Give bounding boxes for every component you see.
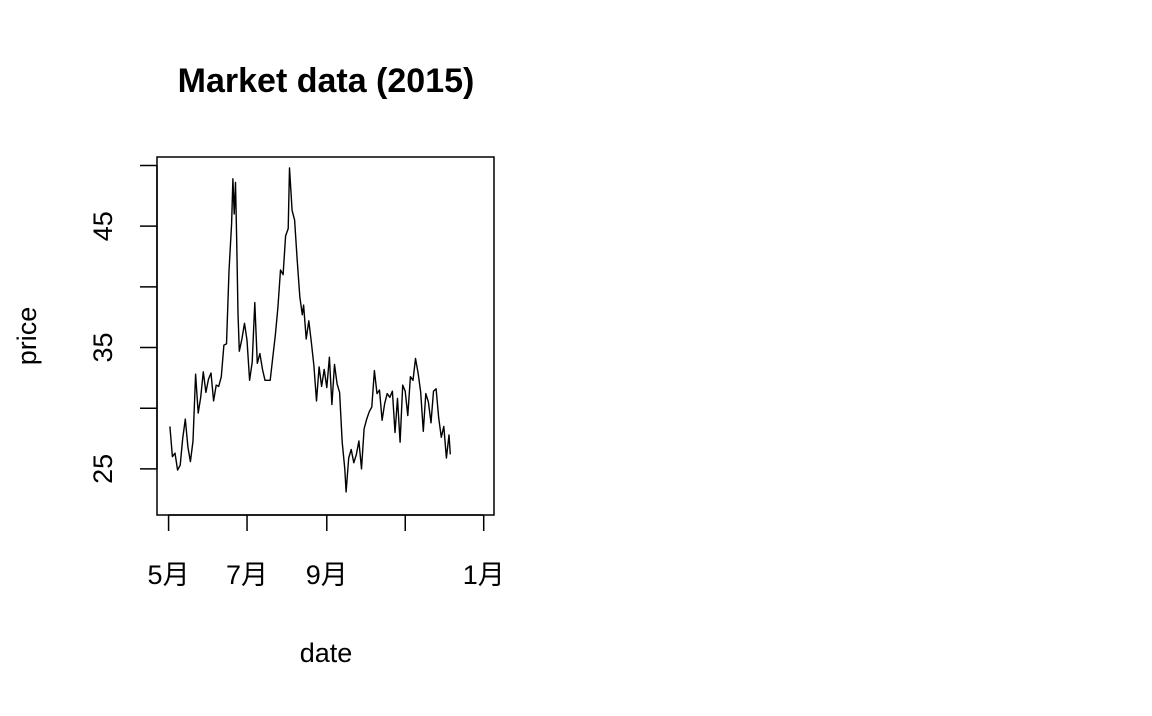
y-axis-label: price xyxy=(12,307,42,366)
x-axis: 5月 7月 9月 1月 xyxy=(148,514,505,590)
series-line xyxy=(169,167,451,493)
y-tick-label: 45 xyxy=(88,211,118,241)
x-axis-label: date xyxy=(300,638,353,668)
x-tick-label: 9月 xyxy=(306,560,348,590)
x-tick-label: 5月 xyxy=(148,560,190,590)
x-tick-label: 1月 xyxy=(463,560,505,590)
x-tick-label: 7月 xyxy=(226,560,268,590)
plot-frame xyxy=(156,156,495,516)
y-tick-label: 25 xyxy=(88,454,118,484)
series-group xyxy=(169,167,451,493)
chart-title: Market data (2015) xyxy=(178,62,475,100)
y-tick-label: 35 xyxy=(88,333,118,363)
y-axis: 25 35 45 xyxy=(88,164,158,484)
